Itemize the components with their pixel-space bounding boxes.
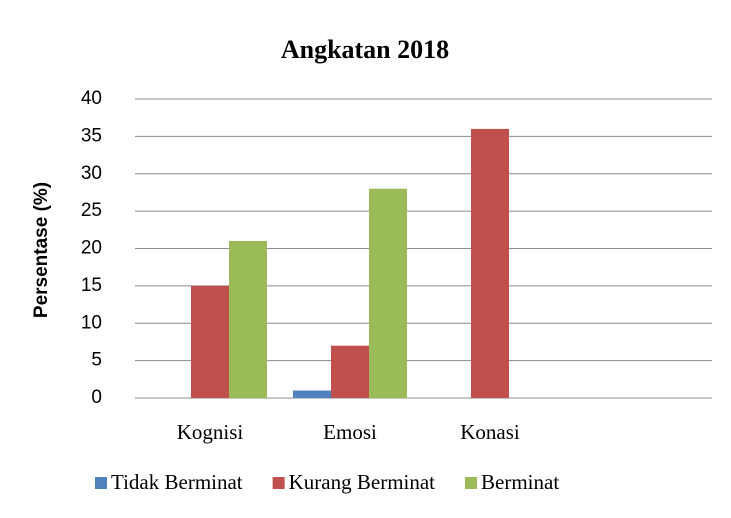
chart-title: Angkatan 2018 (281, 35, 449, 64)
y-tick-label: 40 (81, 88, 102, 109)
y-tick-label: 0 (91, 387, 102, 408)
legend-label: Kurang Berminat (289, 470, 436, 494)
bar (369, 189, 407, 398)
y-tick-label: 25 (81, 200, 102, 221)
legend-label: Tidak Berminat (111, 470, 243, 494)
x-tick-label: Kognisi (177, 420, 244, 444)
legend-swatch (273, 477, 285, 489)
bar (191, 286, 229, 398)
legend-swatch (465, 477, 477, 489)
legend-label: Berminat (481, 470, 559, 494)
chart: Angkatan 2018 Persentase (%) 0 5 10 15 20 25 3… (0, 0, 731, 518)
y-tick-label: 30 (81, 163, 102, 184)
bar (293, 391, 331, 398)
y-tick-label: 15 (81, 275, 102, 296)
legend-swatch (95, 477, 107, 489)
bar (229, 241, 267, 398)
bar (331, 346, 369, 398)
y-tick-label: 10 (81, 312, 102, 333)
x-tick-label: Konasi (460, 420, 520, 444)
y-axis-label: Persentase (%) (31, 182, 52, 318)
y-tick-label: 5 (91, 350, 102, 371)
y-tick-label: 20 (81, 238, 102, 259)
y-tick-label: 35 (81, 125, 102, 146)
bar (471, 129, 509, 398)
x-tick-label: Emosi (323, 420, 377, 444)
